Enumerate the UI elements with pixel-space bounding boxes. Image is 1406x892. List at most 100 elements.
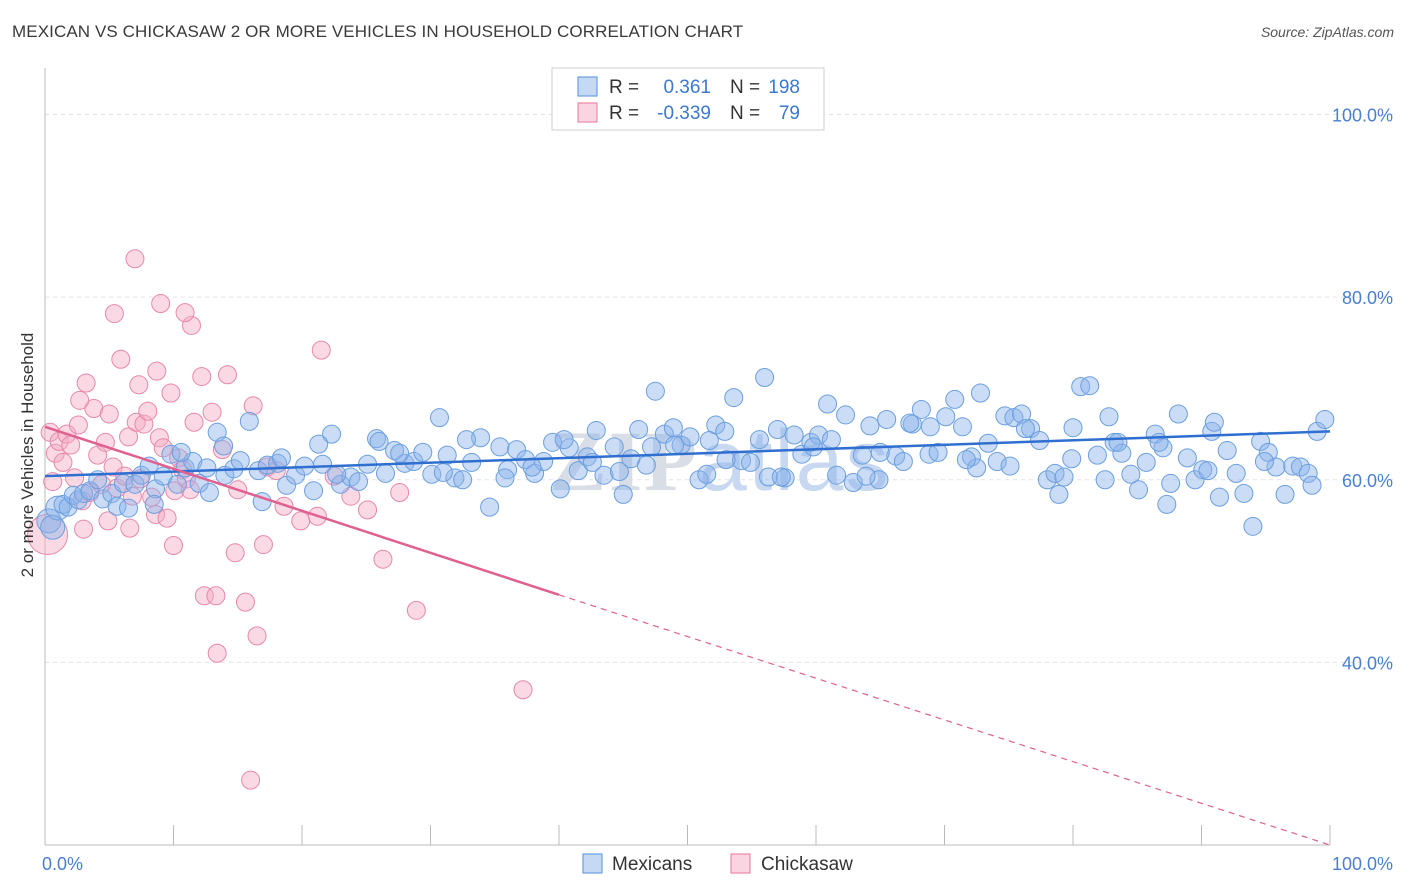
mexicans-point [767,420,787,440]
chickasaw-point [225,543,245,563]
y-axis-label: 2 or more Vehicles in Household [18,333,37,578]
mexicans-point [1054,467,1074,487]
mexicans-point [1302,475,1322,495]
mexicans-point [869,470,889,490]
chickasaw-point [235,592,255,612]
mexicans-point [1234,483,1254,503]
chickasaw-point [207,643,227,663]
mexicans-point [554,430,574,450]
mexicans-point [1063,418,1083,438]
mexicans-point [1157,494,1177,514]
mexicans-point [784,425,804,445]
mexicans-point [445,468,465,488]
mexicans-point [1037,470,1057,490]
mexicans-point [594,465,614,485]
chickasaw-point [291,511,311,531]
mexicans-point [716,450,736,470]
legend: R = 0.361 N = 198 R = -0.339 N = 79 [551,67,825,131]
legend-n-label-chickasaw: N = [730,103,760,124]
mexicans-point [920,417,940,437]
mexicans-point [1198,461,1218,481]
legend-r-value-mexicans: 0.361 [663,77,711,98]
mexicans-point [522,457,542,477]
mexicans-point [987,452,1007,471]
chickasaw-point [194,586,214,606]
chickasaw-point [164,536,183,556]
y-tick-label: 40.0% [1342,653,1393,673]
chickasaw-point [138,401,158,421]
chickasaw-point [358,500,378,520]
mexicans-point [629,420,649,440]
y-tick-label: 100.0% [1332,106,1393,126]
mexicans-point [1080,376,1100,396]
chickasaw-point [202,402,222,422]
chickasaw-point [241,770,261,790]
mexicans-point [413,442,433,462]
y-tick-label: 60.0% [1342,471,1393,491]
mexicans-point [1136,452,1156,472]
mexicans-point [1254,452,1274,471]
mexicans-point [952,417,972,437]
legend-n-value-chickasaw: 79 [779,103,800,124]
mexicans-point [385,441,405,461]
chickasaw-point [53,452,73,472]
mexicans-point [1226,463,1246,483]
mexicans-point [697,464,717,484]
chickasaw-point [217,365,237,385]
mexicans-point [893,452,913,471]
chickasaw-point [68,415,88,435]
mexicans-point [586,420,606,440]
bottom-legend-swatch-mexicans [582,853,603,874]
chickasaw-point [120,518,140,538]
mexicans-point [1275,484,1295,504]
chickasaw-point [406,600,426,620]
chickasaw-point [513,680,533,700]
mexicans-point [724,388,744,408]
mexicans-point [900,413,920,433]
mexicans-point [928,442,948,462]
mexicans-point [1204,412,1224,432]
legend-swatch-mexicans [577,76,598,97]
bottom-legend: Mexicans Chickasaw [582,853,853,875]
mexicans-point [1015,419,1035,439]
chickasaw-point [65,468,85,488]
mexicans-point [1099,407,1119,427]
trend-lines [44,425,1331,846]
mexicans-point [1266,457,1286,477]
mexicans-point [456,430,476,450]
chickasaw-point [84,399,104,419]
mexicans-point [699,430,719,450]
legend-swatch-chickasaw [577,102,598,123]
mexicans-point [740,452,760,472]
mexicans-point [171,442,191,462]
bottom-legend-swatch-chickasaw [730,853,751,874]
chickasaw-point [61,435,81,455]
mexicans-point [390,443,410,463]
chickasaw-point [126,412,146,432]
mexicans-point [642,437,662,457]
chickasaw-point [206,586,226,606]
chickasaw-point [99,404,119,424]
chickasaw-point [161,383,181,403]
mexicans-point [715,421,735,441]
bottom-legend-label-chickasaw: Chickasaw [761,854,853,875]
chickasaw-point [146,504,166,524]
chickasaw-point [153,438,173,458]
mexicans-point [1049,484,1069,504]
chickasaw-point [104,304,124,324]
mexicans-point [1283,456,1303,476]
mexicans-point [376,463,396,483]
trend-line-chickasaw-extension [558,594,1331,846]
chickasaw-point [390,483,410,503]
mexicans-point [911,399,931,419]
mexicans-point [471,428,491,448]
x-tick-label-max: 100.0% [1332,854,1393,874]
chickasaw-point [98,511,118,531]
mexicans-point [1290,457,1310,477]
mexicans-point [749,430,769,450]
chart-title: MEXICAN VS CHICKASAW 2 OR MORE VEHICLES … [12,22,744,41]
mexicans-point [304,481,324,501]
chickasaw-point [192,367,212,387]
chickasaw-point [119,427,139,447]
chickasaw-point [181,315,201,335]
